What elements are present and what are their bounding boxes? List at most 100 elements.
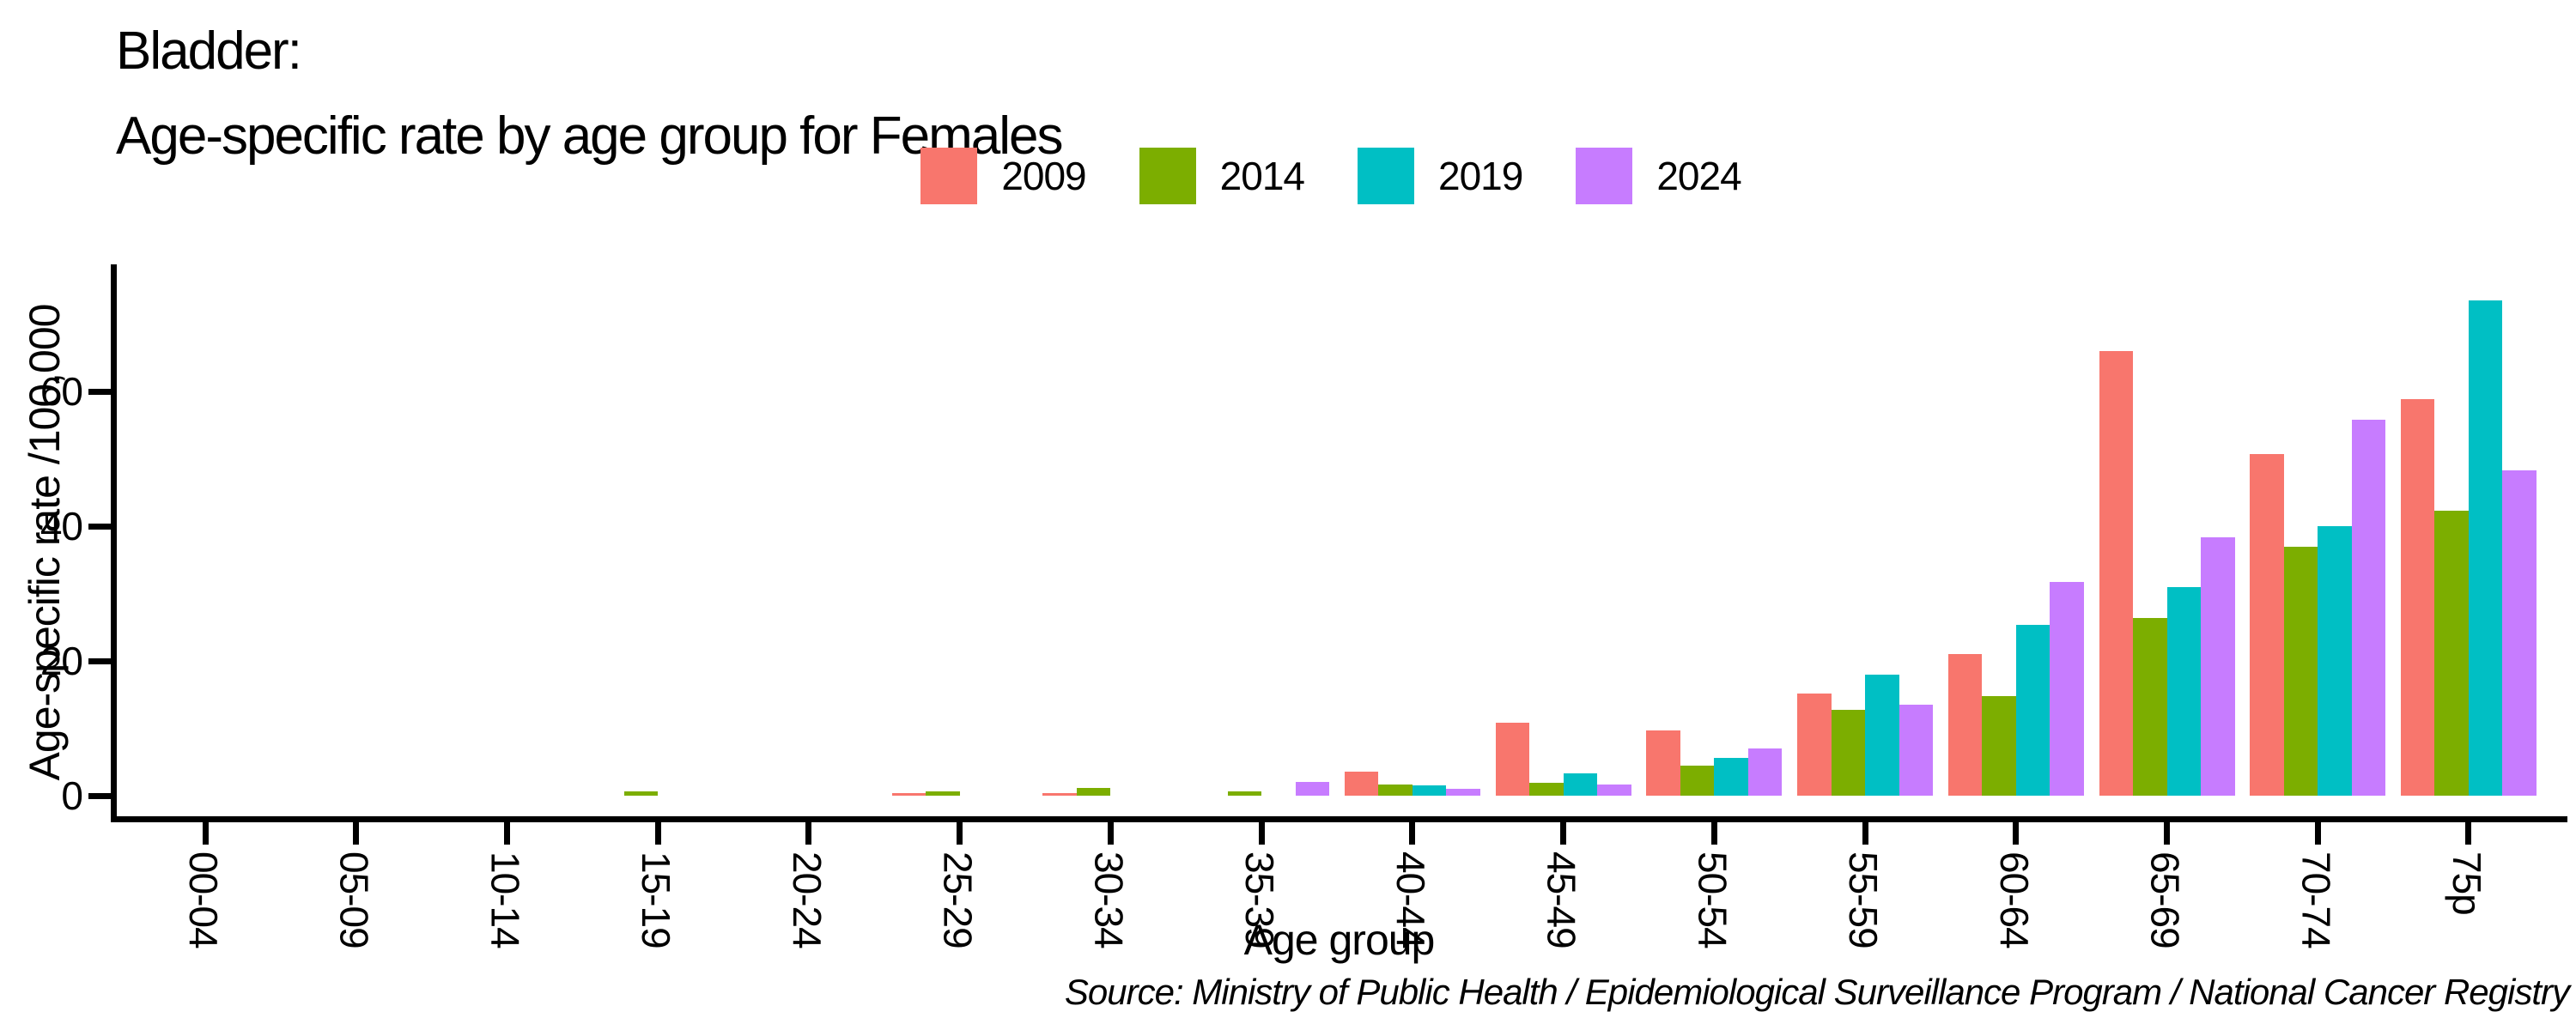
x-tick-label-05-09: 05-09 <box>331 851 377 948</box>
bar-2014-45-49 <box>1529 783 1564 796</box>
bar-2024-35-39 <box>1295 782 1330 796</box>
bar-2009-75p <box>2400 398 2435 796</box>
bar-2014-55-59 <box>1831 709 1866 796</box>
x-tick-label-10-14: 10-14 <box>483 851 528 948</box>
bar-2009-45-49 <box>1495 723 1530 796</box>
bar-2024-45-49 <box>1597 784 1631 796</box>
legend-label: 2009 <box>1001 154 1086 198</box>
x-tick-label-60-64: 60-64 <box>1991 851 2037 948</box>
y-tick <box>88 793 111 799</box>
x-tick-label-00-04: 00-04 <box>181 851 226 948</box>
x-tick-label-55-59: 55-59 <box>1841 851 1886 948</box>
x-tick-label-75p: 75p <box>2444 851 2489 915</box>
legend: 2009 2014 2019 2024 <box>0 148 2576 204</box>
y-tick-label: 20 <box>39 639 83 683</box>
bar-2009-40-44 <box>1344 771 1379 796</box>
bar-2019-55-59 <box>1865 674 1899 796</box>
legend-label: 2019 <box>1438 154 1523 198</box>
bar-2024-50-54 <box>1747 748 1783 796</box>
legend-label: 2024 <box>1656 154 1741 198</box>
bar-2014-75p <box>2434 510 2469 796</box>
bar-2024-70-74 <box>2351 419 2386 796</box>
bar-2009-70-74 <box>2250 454 2284 796</box>
legend-label: 2014 <box>1219 154 1305 198</box>
x-tick <box>202 822 209 845</box>
source-note: Source: Ministry of Public Health / Epid… <box>1064 972 2570 1012</box>
x-tick-label-15-19: 15-19 <box>634 851 679 948</box>
x-tick <box>1107 822 1114 845</box>
x-tick-label-45-49: 45-49 <box>1539 851 1584 948</box>
x-tick <box>2465 822 2472 845</box>
chart-title-line1: Bladder: <box>116 21 302 81</box>
legend-swatch-2019 <box>1358 148 1414 204</box>
bar-2009-25-29 <box>891 792 927 796</box>
bar-2009-50-54 <box>1646 730 1680 796</box>
bar-2024-60-64 <box>2050 582 2084 796</box>
bar-2014-35-39 <box>1227 791 1262 796</box>
bar-2019-60-64 <box>2015 625 2050 796</box>
y-tick-label: 40 <box>39 504 83 548</box>
x-tick-label-70-74: 70-74 <box>2293 851 2339 948</box>
bar-2009-55-59 <box>1797 693 1832 796</box>
bar-2019-40-44 <box>1412 785 1447 796</box>
bar-2009-65-69 <box>2099 350 2134 796</box>
x-axis-line <box>111 816 2567 822</box>
legend-swatch-2009 <box>920 148 978 204</box>
chart-title-line2: Age-specific rate by age group for Femal… <box>116 106 1063 166</box>
x-tick <box>2013 822 2020 845</box>
bar-2014-70-74 <box>2283 547 2318 796</box>
bar-2024-75p <box>2502 470 2537 796</box>
x-tick <box>1862 822 1868 845</box>
x-tick-label-35-39: 35-39 <box>1237 851 1283 948</box>
bar-2014-30-34 <box>1076 787 1111 796</box>
y-axis-title: Age-specific rate /100,000 <box>21 304 69 781</box>
chart-title: Bladder: Age-specific rate by age group … <box>116 9 1063 179</box>
bar-2019-75p <box>2468 300 2503 796</box>
x-tick-label-50-54: 50-54 <box>1690 851 1735 948</box>
y-tick-label: 60 <box>39 369 83 414</box>
bar-2014-60-64 <box>1982 695 2016 796</box>
x-tick <box>1560 822 1567 845</box>
bar-2024-65-69 <box>2201 536 2235 796</box>
x-tick <box>654 822 661 845</box>
bar-2024-40-44 <box>1446 789 1480 796</box>
x-tick <box>805 822 812 845</box>
legend-item-2014: 2014 <box>1139 148 1305 204</box>
x-tick <box>503 822 510 845</box>
x-tick-label-40-44: 40-44 <box>1388 851 1433 948</box>
legend-swatch-2024 <box>1576 148 1633 204</box>
bar-2019-50-54 <box>1714 758 1748 796</box>
bar-2009-60-64 <box>1947 654 1983 796</box>
bar-2014-15-19 <box>623 791 659 796</box>
x-tick <box>353 822 360 845</box>
legend-item-2009: 2009 <box>920 148 1087 204</box>
x-tick <box>2314 822 2321 845</box>
x-tick <box>1258 822 1265 845</box>
legend-item-2024: 2024 <box>1576 148 1742 204</box>
y-tick <box>88 389 111 395</box>
bar-2014-65-69 <box>2133 617 2167 796</box>
y-tick-label: 0 <box>61 773 83 818</box>
x-tick-label-25-29: 25-29 <box>935 851 981 948</box>
x-tick <box>2164 822 2171 845</box>
legend-swatch-2014 <box>1139 148 1196 204</box>
x-tick <box>1409 822 1416 845</box>
x-tick <box>1710 822 1717 845</box>
bar-2009-30-34 <box>1042 792 1077 796</box>
x-tick-label-65-69: 65-69 <box>2142 851 2188 948</box>
x-tick-label-30-34: 30-34 <box>1086 851 1132 948</box>
y-tick <box>88 658 111 664</box>
bar-2019-45-49 <box>1563 773 1598 796</box>
y-axis-line <box>111 264 117 822</box>
bar-2014-50-54 <box>1680 766 1715 796</box>
bar-2019-65-69 <box>2166 586 2202 796</box>
x-axis-title: Age group <box>1243 916 1436 964</box>
legend-item-2019: 2019 <box>1358 148 1523 204</box>
x-tick-label-20-24: 20-24 <box>784 851 829 948</box>
y-tick <box>88 524 111 530</box>
bar-2019-70-74 <box>2318 526 2352 796</box>
bar-2024-55-59 <box>1899 705 1934 796</box>
x-tick <box>957 822 963 845</box>
bar-2014-40-44 <box>1378 784 1413 796</box>
